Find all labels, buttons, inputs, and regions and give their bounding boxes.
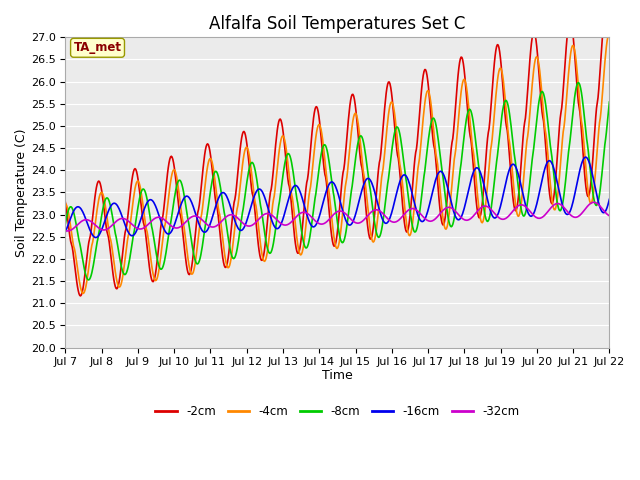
-32cm bbox=[605, 213, 613, 219]
Line: -4cm: -4cm bbox=[65, 34, 609, 293]
-16cm bbox=[92, 235, 99, 240]
-16cm bbox=[212, 203, 220, 208]
-4cm bbox=[420, 107, 428, 113]
-32cm bbox=[72, 223, 80, 229]
-4cm bbox=[183, 250, 191, 255]
Text: TA_met: TA_met bbox=[74, 41, 122, 54]
-16cm bbox=[404, 177, 412, 183]
-8cm bbox=[85, 277, 93, 283]
Line: -8cm: -8cm bbox=[65, 83, 609, 280]
-4cm bbox=[605, 31, 613, 37]
-8cm bbox=[404, 192, 412, 198]
-2cm bbox=[183, 266, 191, 272]
-32cm bbox=[420, 215, 428, 220]
-2cm bbox=[420, 69, 428, 74]
Y-axis label: Soil Temperature (C): Soil Temperature (C) bbox=[15, 128, 28, 257]
-16cm bbox=[128, 233, 136, 239]
-2cm bbox=[72, 267, 79, 273]
-2cm bbox=[212, 200, 220, 206]
-16cm bbox=[183, 193, 191, 199]
-16cm bbox=[61, 229, 69, 235]
-16cm bbox=[605, 196, 613, 202]
-8cm bbox=[128, 241, 136, 247]
-8cm bbox=[420, 173, 428, 179]
-4cm bbox=[212, 186, 220, 192]
-4cm bbox=[72, 250, 79, 255]
Line: -16cm: -16cm bbox=[65, 157, 609, 238]
-2cm bbox=[61, 200, 69, 205]
-8cm bbox=[575, 80, 582, 85]
-4cm bbox=[404, 230, 412, 236]
-2cm bbox=[404, 227, 412, 232]
-4cm bbox=[79, 290, 86, 296]
-2cm bbox=[77, 293, 84, 299]
-4cm bbox=[61, 201, 69, 206]
-2cm bbox=[605, 21, 613, 26]
Line: -2cm: -2cm bbox=[65, 7, 609, 296]
-32cm bbox=[128, 221, 136, 227]
X-axis label: Time: Time bbox=[322, 369, 353, 382]
-8cm bbox=[605, 99, 613, 105]
-8cm bbox=[183, 212, 191, 218]
-2cm bbox=[602, 4, 610, 10]
-32cm bbox=[61, 228, 69, 233]
-4cm bbox=[128, 207, 136, 213]
-2cm bbox=[128, 177, 136, 183]
-32cm bbox=[404, 207, 412, 213]
-8cm bbox=[72, 216, 79, 222]
Line: -32cm: -32cm bbox=[65, 203, 609, 231]
-8cm bbox=[212, 168, 220, 174]
-32cm bbox=[589, 200, 597, 205]
-16cm bbox=[72, 205, 79, 211]
Legend: -2cm, -4cm, -8cm, -16cm, -32cm: -2cm, -4cm, -8cm, -16cm, -32cm bbox=[150, 400, 524, 422]
-32cm bbox=[183, 217, 191, 223]
-16cm bbox=[582, 154, 590, 160]
-8cm bbox=[61, 221, 69, 227]
-32cm bbox=[212, 223, 220, 229]
-32cm bbox=[64, 228, 72, 234]
Title: Alfalfa Soil Temperatures Set C: Alfalfa Soil Temperatures Set C bbox=[209, 15, 465, 33]
-16cm bbox=[420, 217, 428, 223]
